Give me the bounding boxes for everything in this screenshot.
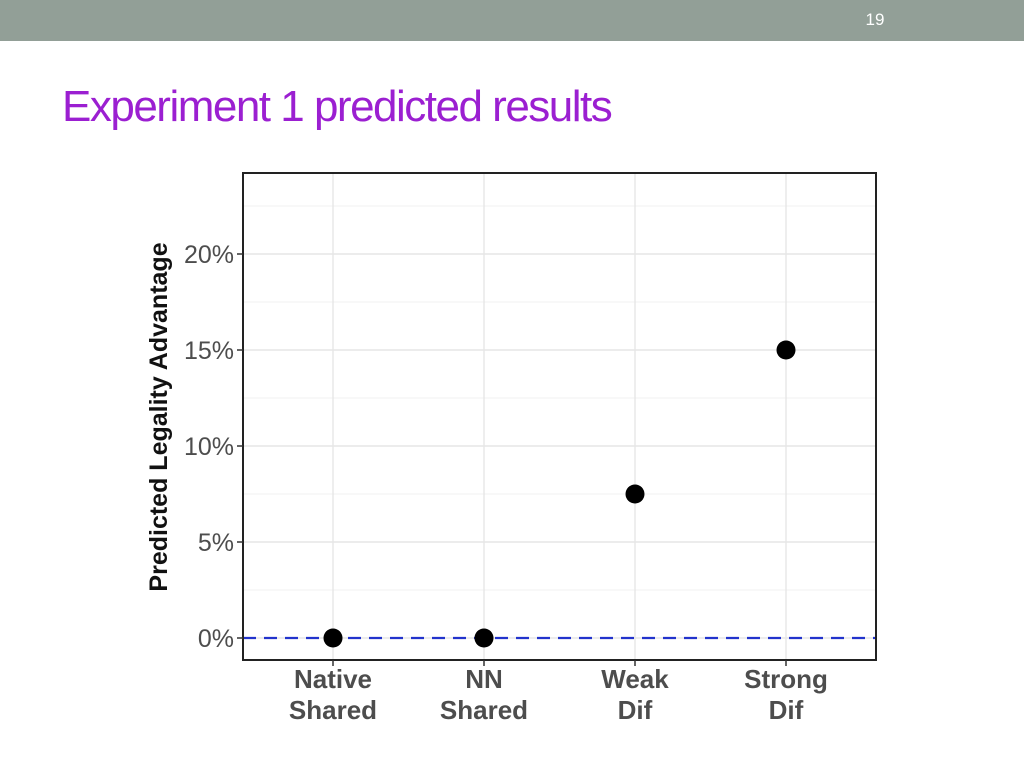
plot-frame	[242, 172, 877, 661]
x-tick-label: Weak Dif	[601, 664, 669, 725]
y-tick-label: 10%	[184, 433, 234, 461]
x-tick-label: Strong Dif	[744, 664, 828, 725]
slide-title: Experiment 1 predicted results	[62, 82, 613, 131]
axis-layer: 0% 5% 10% 15% 20% Native Shared NN Shared Weak Dif…	[145, 241, 828, 725]
y-tick-label: 5%	[198, 529, 234, 557]
slide-number: 19	[865, 10, 885, 29]
grid-layer	[243, 173, 876, 660]
y-tick-label: 0%	[198, 625, 234, 653]
header-band	[0, 0, 1024, 41]
data-point	[776, 340, 796, 360]
data-point	[474, 628, 494, 648]
y-tick-label: 15%	[184, 337, 234, 365]
y-axis-title: Predicted Legality Advantage	[145, 242, 173, 591]
y-tick-label: 20%	[184, 241, 234, 269]
x-tick-label: Native Shared	[289, 664, 377, 725]
data-point	[625, 484, 645, 504]
x-tick-label: NN Shared	[440, 664, 528, 725]
data-point	[323, 628, 343, 648]
points-layer	[323, 340, 796, 648]
